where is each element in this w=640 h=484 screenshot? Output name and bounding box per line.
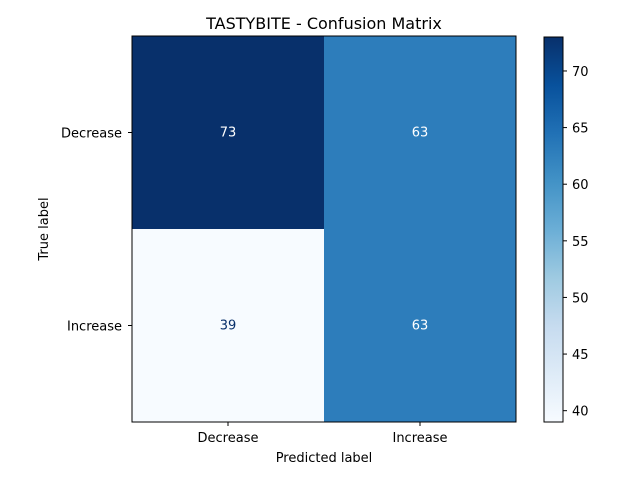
colorbar-tick-label: 50 [572,291,589,306]
colorbar-ticks: 40 45 50 55 60 65 70 [563,65,589,420]
matrix-cell-decrease-increase [324,36,516,229]
colorbar-tick-label: 70 [572,65,589,80]
cell-value-label: 63 [412,126,429,141]
y-tick-label: Decrease [61,127,122,142]
plot-frame [131,35,517,423]
matrix-cells [132,36,516,422]
x-tick-label: Increase [392,431,447,446]
cell-value-label: 73 [220,126,237,141]
colorbar-tick-label: 45 [572,348,589,363]
x-axis-ticks: Decrease Increase [198,422,448,446]
matrix-cell-increase-increase [324,229,516,422]
colorbar-tick-label: 55 [572,235,589,250]
colorbar-tick-label: 65 [572,122,589,137]
y-tick-label: Increase [67,320,122,335]
x-axis-label: Predicted label [276,451,373,466]
colorbar-tick-label: 40 [572,405,589,420]
y-axis-label: True label [37,197,52,261]
y-axis-ticks: Decrease Increase [61,127,132,335]
matrix-cell-decrease-decrease [132,36,324,229]
x-tick-label: Decrease [198,431,259,446]
colorbar [543,36,564,423]
matrix-cell-labels: 73 63 39 63 [220,126,429,334]
matrix-cell-increase-decrease [132,229,324,422]
colorbar-tick-label: 60 [572,178,589,193]
chart-title: TASTYBITE - Confusion Matrix [205,14,442,33]
cell-value-label: 39 [220,319,237,334]
cell-value-label: 63 [412,319,429,334]
